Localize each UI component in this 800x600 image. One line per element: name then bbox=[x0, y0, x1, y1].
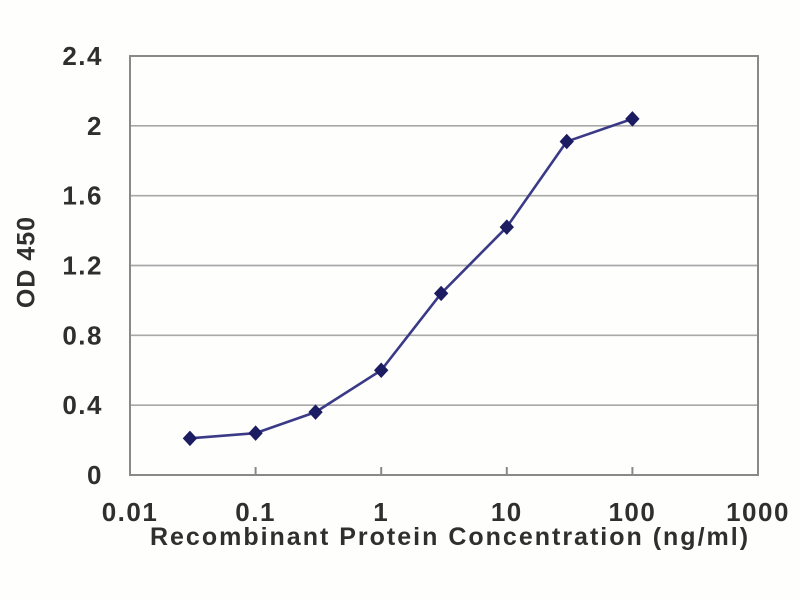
x-tick-label: 10 bbox=[491, 497, 523, 527]
data-point-marker bbox=[559, 133, 574, 150]
x-tick-label: 1000 bbox=[726, 497, 790, 527]
data-point-marker bbox=[499, 219, 514, 235]
y-tick-label: 1.2 bbox=[62, 251, 103, 281]
y-tick-label: 1.6 bbox=[62, 181, 103, 211]
y-axis-title: OD 450 bbox=[12, 215, 41, 309]
x-tick-label: 1 bbox=[373, 497, 389, 527]
y-tick-label: 0.8 bbox=[62, 320, 103, 350]
data-point-marker bbox=[374, 362, 389, 378]
x-tick-label: 0.1 bbox=[235, 497, 276, 527]
x-tick-label: 100 bbox=[608, 497, 656, 527]
x-tick-label: 0.01 bbox=[102, 497, 159, 527]
plot-border bbox=[129, 55, 759, 476]
data-point-marker bbox=[433, 285, 449, 302]
y-tick-label: 2 bbox=[87, 111, 103, 141]
series-line bbox=[188, 117, 634, 440]
data-point-marker bbox=[182, 430, 198, 447]
data-point-marker bbox=[625, 111, 640, 127]
y-tick-label: 0.4 bbox=[62, 390, 103, 420]
y-tick-label: 0 bbox=[87, 460, 103, 490]
data-point-marker bbox=[248, 425, 263, 441]
x-axis-title: Recombinant Protein Concentration (ng/ml… bbox=[149, 523, 751, 551]
y-tick-label: 2.4 bbox=[62, 41, 103, 71]
data-point-marker bbox=[308, 404, 323, 420]
